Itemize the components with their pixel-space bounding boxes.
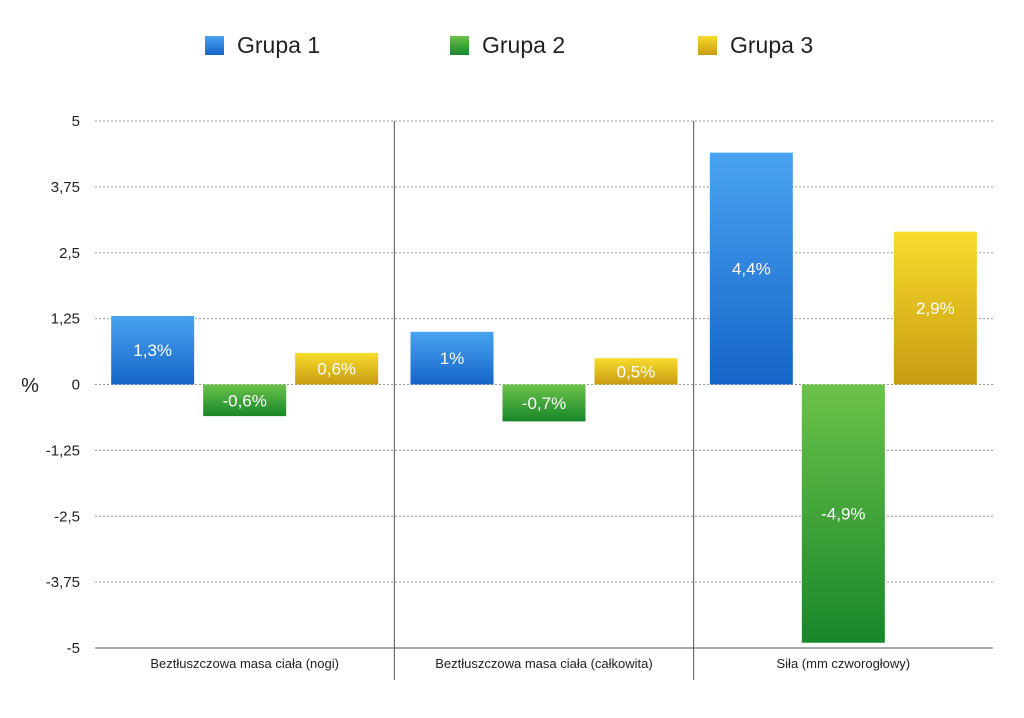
bar	[203, 384, 287, 417]
y-tick-label: 3,75	[51, 179, 80, 196]
y-tick-label: 5	[72, 113, 80, 130]
bar-value-label: 0,6%	[317, 360, 356, 379]
legend-swatch	[205, 36, 224, 55]
legend-label: Grupa 2	[482, 32, 565, 58]
legend-swatch	[698, 36, 717, 55]
x-category-label: Beztłuszczowa masa ciała (całkowita)	[435, 656, 652, 671]
bar-value-label: -0,7%	[522, 394, 566, 413]
legend-label: Grupa 3	[730, 32, 813, 58]
y-tick-label: 1,25	[51, 311, 80, 328]
legend: Grupa 1 Grupa 2 Grupa 3	[205, 32, 813, 58]
legend-swatch	[450, 36, 469, 55]
category-dividers	[95, 121, 993, 680]
bar	[502, 384, 586, 422]
y-tick-label: 0	[72, 377, 80, 394]
bar-value-label: 0,5%	[617, 362, 656, 381]
legend-label: Grupa 1	[237, 32, 320, 58]
bar	[709, 152, 793, 385]
bar-value-label: 1%	[440, 349, 465, 368]
bar-value-label: 4,4%	[732, 260, 771, 279]
x-category-label: Siła (mm czworogłowy)	[777, 656, 911, 671]
bar-value-label: -4,9%	[821, 505, 865, 524]
bar-value-label: 1,3%	[133, 341, 172, 360]
y-tick-label: -2,5	[54, 508, 80, 525]
y-axis: 5 3,75 2,5 1,25 0 -1,25 -2,5 -3,75 -5	[46, 113, 80, 657]
bars: 1,3% -0,6% 0,6% 1% -0,7% 0,5% 4,4% -4,9% 2,9%	[111, 152, 977, 643]
bar	[893, 231, 977, 385]
bar	[111, 315, 195, 385]
bar-value-label: -0,6%	[222, 391, 266, 410]
y-tick-label: 2,5	[59, 245, 80, 262]
bar	[410, 331, 494, 385]
bar	[295, 352, 379, 385]
x-axis: Beztłuszczowa masa ciała (nogi) Beztłuszc…	[150, 656, 910, 671]
bar	[801, 384, 885, 643]
x-category-label: Beztłuszczowa masa ciała (nogi)	[150, 656, 339, 671]
y-axis-title: %	[21, 375, 39, 397]
y-tick-label: -1,25	[46, 442, 80, 459]
bar-value-label: 2,9%	[916, 299, 955, 318]
bar	[594, 358, 678, 385]
y-tick-label: -5	[67, 640, 80, 657]
y-tick-label: -3,75	[46, 574, 80, 591]
